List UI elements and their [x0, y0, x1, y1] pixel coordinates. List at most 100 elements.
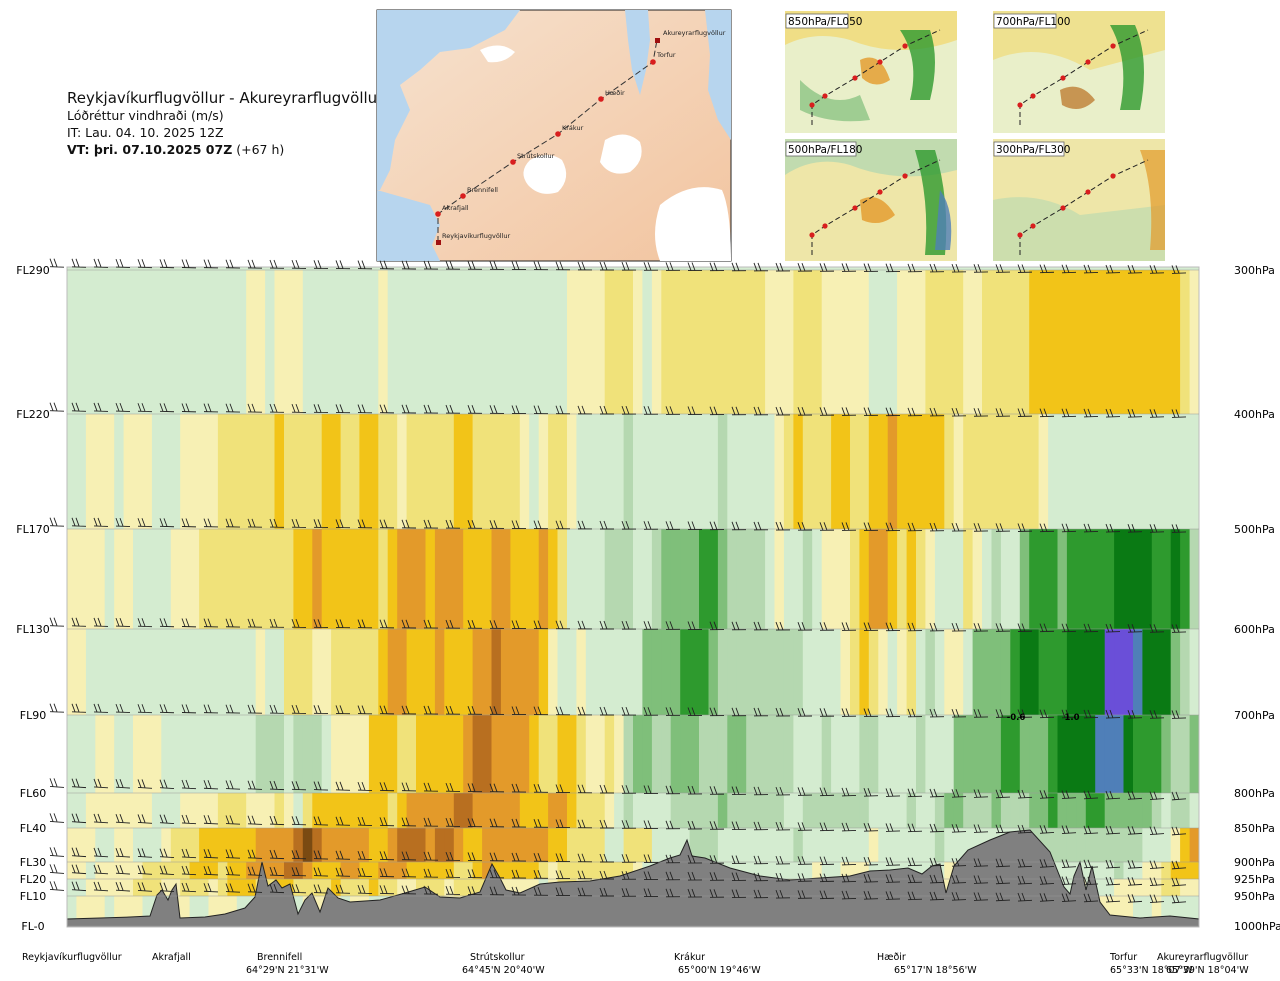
annotation-value: -0.6 — [1007, 713, 1026, 723]
field-cell — [199, 715, 210, 794]
field-cell — [887, 715, 898, 794]
wind-barb — [577, 870, 593, 880]
field-cell — [934, 529, 945, 630]
wind-barb — [489, 405, 505, 414]
field-cell — [576, 629, 587, 716]
wind-barb — [951, 708, 967, 718]
wind-barb — [181, 403, 197, 413]
field-cell — [472, 715, 483, 794]
field-cell — [1104, 793, 1115, 829]
field-cell — [151, 793, 162, 829]
field-cell — [302, 715, 313, 794]
field-cell — [1038, 629, 1049, 716]
wind-barb — [885, 263, 901, 273]
wind-barb — [599, 520, 614, 530]
field-cell — [1151, 529, 1162, 630]
wind-barb — [379, 705, 395, 715]
wind-barb — [841, 822, 857, 832]
field-cell — [482, 414, 493, 530]
wind-barb — [445, 885, 461, 895]
field-cell — [151, 862, 162, 880]
wind-barb — [137, 403, 153, 413]
wind-barb — [687, 406, 703, 415]
field-cell — [274, 862, 285, 880]
wind-barb — [1061, 709, 1077, 719]
field-cell — [783, 828, 794, 863]
field-cell — [1085, 715, 1096, 794]
field-cell — [340, 879, 351, 897]
field-cell — [699, 793, 709, 829]
field-cell — [585, 529, 596, 630]
field-cell — [123, 629, 134, 716]
field-cell — [944, 414, 955, 530]
field-cell — [397, 529, 408, 630]
field-cell — [1123, 715, 1134, 794]
wind-barb — [225, 518, 241, 528]
wind-barb — [1171, 894, 1187, 904]
wind-barb — [93, 703, 109, 713]
field-cell — [1180, 529, 1191, 630]
field-cell — [953, 270, 964, 415]
field-cell — [123, 896, 134, 927]
field-cell — [963, 414, 974, 530]
field-cell — [859, 629, 870, 716]
field-cell — [831, 629, 842, 716]
field-cell — [350, 828, 360, 863]
field-cell — [604, 793, 615, 829]
wind-barb — [731, 262, 747, 272]
left-axis-tick-label: FL10 — [20, 890, 46, 903]
field-cell — [67, 414, 77, 530]
wind-barb — [335, 260, 351, 270]
wind-barb — [71, 813, 87, 824]
field-cell — [1114, 529, 1125, 630]
field-cell — [1114, 896, 1125, 927]
wind-barb — [1127, 524, 1143, 533]
wind-barb — [775, 872, 791, 882]
field-cell — [67, 862, 77, 880]
field-cell — [85, 270, 96, 415]
field-cell — [746, 529, 757, 630]
field-cell — [255, 270, 266, 415]
field-cell — [934, 270, 945, 415]
field-cell — [878, 715, 889, 794]
field-cell — [1189, 862, 1199, 880]
wind-barb — [137, 518, 153, 528]
field-cell — [255, 629, 266, 716]
wind-barb — [753, 786, 769, 796]
field-cell — [217, 793, 228, 829]
field-cell — [482, 629, 493, 716]
field-cell — [529, 629, 540, 716]
wind-barb — [665, 888, 681, 898]
field-cell — [208, 715, 219, 794]
field-cell — [416, 629, 426, 716]
wind-barb — [753, 821, 769, 831]
field-cell — [180, 862, 191, 880]
field-cell — [812, 414, 823, 530]
field-cell — [114, 629, 125, 716]
field-cell — [293, 862, 304, 880]
field-cell — [1180, 270, 1191, 415]
wind-barb — [313, 781, 329, 791]
field-cell — [387, 270, 398, 415]
field-cell — [878, 629, 889, 716]
field-cell — [623, 270, 634, 415]
field-cell — [1142, 879, 1153, 897]
field-cell — [293, 629, 304, 716]
field-cell — [1104, 414, 1115, 530]
wind-barb — [203, 883, 219, 893]
wind-barb — [467, 869, 483, 879]
field-cell — [623, 715, 634, 794]
field-cell — [284, 862, 294, 880]
field-cell — [350, 629, 360, 716]
field-cell — [982, 793, 992, 829]
wind-barb — [1105, 523, 1121, 533]
field-cell — [774, 529, 785, 630]
wind-barb — [797, 263, 813, 272]
field-cell — [840, 414, 851, 530]
field-cell — [897, 793, 908, 829]
field-cell — [812, 793, 823, 829]
field-cell — [189, 529, 200, 630]
wind-barb — [863, 522, 879, 532]
field-cell — [661, 629, 672, 716]
wind-barb — [1061, 264, 1077, 274]
